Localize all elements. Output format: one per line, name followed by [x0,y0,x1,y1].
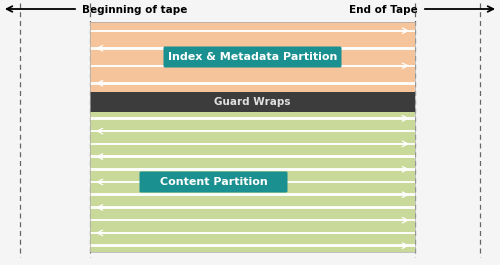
Text: Content Partition: Content Partition [160,177,268,187]
FancyBboxPatch shape [164,46,342,68]
Bar [90,181,415,183]
Bar [90,219,415,222]
Bar [90,232,415,234]
Bar [90,117,415,120]
Bar [90,206,415,209]
Bar [90,143,415,145]
Bar [90,22,415,92]
Text: Guard Wraps: Guard Wraps [214,97,291,107]
FancyBboxPatch shape [140,171,288,192]
Bar [90,244,415,247]
Bar [90,155,415,158]
Bar [90,193,415,196]
Bar [90,22,415,252]
Bar [90,112,415,252]
Bar [90,82,415,85]
Bar [90,92,415,112]
Bar [90,168,415,170]
Text: End of Tape: End of Tape [349,5,418,15]
Bar [90,47,415,50]
Bar [90,64,415,67]
Bar [90,130,415,132]
Text: Index & Metadata Partition: Index & Metadata Partition [168,52,337,62]
Bar [90,29,415,32]
Text: Beginning of tape: Beginning of tape [82,5,188,15]
